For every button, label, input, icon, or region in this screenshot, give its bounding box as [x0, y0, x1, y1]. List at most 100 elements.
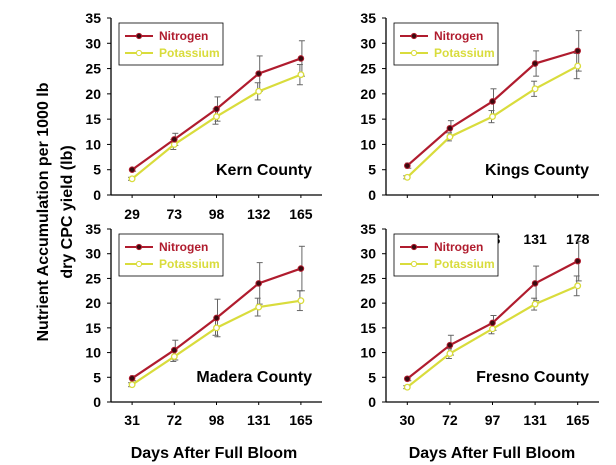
data-point-potassium	[489, 325, 496, 333]
data-point-potassium	[446, 350, 454, 358]
legend-marker	[135, 49, 143, 57]
data-point-nitrogen	[128, 374, 136, 382]
y-tick-label: 25	[85, 61, 101, 77]
data-point-nitrogen	[171, 136, 178, 143]
county-label: Madera County	[196, 369, 312, 386]
data-point-nitrogen	[128, 166, 136, 174]
data-point-potassium	[213, 324, 220, 332]
legend-label: Nitrogen	[159, 29, 208, 43]
data-point-nitrogen	[404, 162, 411, 169]
data-point-potassium	[446, 133, 454, 141]
data-point-nitrogen	[531, 60, 539, 67]
legend-marker	[410, 49, 418, 57]
data-point-nitrogen	[446, 124, 454, 132]
y-tick-label: 20	[360, 295, 376, 311]
y-tick-label: 20	[85, 86, 101, 102]
data-point-nitrogen	[297, 265, 305, 272]
data-point-potassium	[574, 62, 582, 70]
x-tick-label: 132	[247, 206, 271, 222]
data-point-nitrogen	[297, 55, 305, 62]
legend-marker	[410, 243, 418, 251]
data-point-nitrogen	[171, 346, 178, 354]
series-line-potassium	[406, 65, 579, 179]
data-point-nitrogen	[255, 70, 263, 77]
data-point-potassium	[574, 282, 582, 290]
x-axis-label-left: Days After Full Bloom	[131, 445, 298, 462]
legend-marker	[135, 260, 143, 268]
y-tick-label: 0	[93, 394, 101, 410]
data-point-potassium	[297, 297, 305, 305]
data-point-potassium	[255, 303, 263, 311]
y-tick-label: 20	[360, 86, 376, 102]
y-tick-label: 0	[368, 187, 376, 203]
y-tick-label: 25	[360, 270, 376, 286]
y-tick-label: 10	[85, 345, 101, 361]
legend-label: Nitrogen	[434, 240, 483, 254]
x-tick-label: 98	[209, 206, 225, 222]
data-point-nitrogen	[213, 314, 220, 322]
series-line-nitrogen	[406, 49, 579, 167]
y-tick-label: 30	[360, 246, 376, 262]
legend: Nitrogen Potassium	[393, 22, 499, 66]
data-point-potassium	[403, 383, 411, 391]
county-label: Fresno County	[476, 369, 589, 386]
x-tick-label: 72	[167, 412, 183, 428]
data-point-nitrogen	[446, 341, 454, 349]
y-tick-label: 15	[85, 320, 101, 336]
y-tick-label: 25	[360, 61, 376, 77]
y-tick-label: 35	[85, 10, 101, 26]
y-tick-label: 0	[368, 394, 376, 410]
legend-box	[118, 233, 224, 277]
data-point-potassium	[255, 87, 263, 95]
legend-box	[393, 22, 499, 66]
y-tick-label: 30	[85, 35, 101, 51]
x-tick-label: 131	[247, 412, 271, 428]
chart-panels: 0 5 10 15 20 25 30 35 29 73 98 132 165 Nitrogen Potass…	[85, 10, 599, 428]
y-axis-label-line2: dry CPC yield (lb)	[59, 145, 76, 278]
chart-panel-1: 0 5 10 15 20 25 30 35 29 73 98 132 165 Nitrogen Potass…	[85, 10, 322, 222]
county-label: Kern County	[216, 162, 312, 179]
x-tick-label: 165	[289, 206, 313, 222]
x-tick-label: 131	[523, 231, 547, 247]
data-point-potassium	[128, 175, 136, 183]
legend-box	[393, 233, 499, 277]
data-point-potassium	[128, 381, 136, 389]
legend: Nitrogen Potassium	[118, 233, 224, 277]
x-tick-label: 30	[400, 412, 416, 428]
x-tick-label: 72	[442, 412, 458, 428]
legend-label: Potassium	[159, 257, 220, 271]
chart-panel-2: 05101520253035287398131178NitrogenPotass…	[360, 10, 599, 247]
chart-panel-3: 0 5 10 15 20 25 30 35 31 72 98 131 165 Nitrogen Potass…	[85, 221, 322, 428]
data-point-nitrogen	[404, 375, 411, 383]
x-axis-label-right: Days After Full Bloom	[409, 445, 576, 462]
legend-marker	[135, 32, 143, 40]
x-tick-label: 73	[167, 206, 183, 222]
legend-label: Potassium	[434, 257, 495, 271]
legend-marker	[410, 32, 418, 40]
data-point-nitrogen	[489, 319, 496, 327]
y-tick-label: 20	[85, 295, 101, 311]
chart-panel-4: 0 5 10 15 20 25 30 35 30 72 97 131 165 Nitrogen Potass…	[360, 221, 599, 428]
y-tick-label: 35	[360, 221, 376, 237]
y-tick-label: 15	[360, 320, 376, 336]
y-tick-label: 30	[85, 246, 101, 262]
data-point-potassium	[170, 353, 178, 360]
x-tick-label: 31	[124, 412, 140, 428]
data-point-nitrogen	[574, 257, 582, 265]
data-point-potassium	[297, 71, 305, 79]
data-point-potassium	[213, 113, 220, 121]
y-tick-label: 35	[360, 10, 376, 26]
x-tick-label: 29	[124, 206, 140, 222]
data-point-potassium	[403, 173, 411, 181]
y-tick-label: 30	[360, 35, 376, 51]
legend-label: Potassium	[434, 46, 495, 60]
y-tick-label: 10	[360, 345, 376, 361]
y-axis-label-line1: Nutrient Accumulation per 1000 lb	[35, 82, 52, 341]
y-tick-label: 5	[368, 369, 376, 385]
legend-marker	[135, 243, 143, 251]
data-point-potassium	[531, 85, 539, 93]
data-point-nitrogen	[531, 280, 539, 287]
x-tick-label: 165	[289, 412, 313, 428]
data-point-nitrogen	[574, 47, 582, 55]
